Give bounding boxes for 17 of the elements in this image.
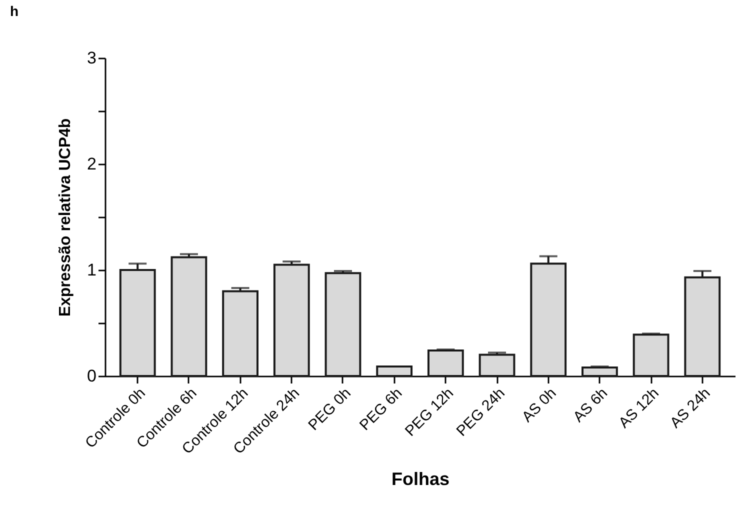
x-tick-label: AS 6h [570,384,612,426]
y-tick-label: 1 [87,260,96,280]
bar [376,365,413,377]
y-tick-label: 2 [87,154,96,174]
y-tick-label: 3 [87,48,96,68]
y-axis-title: Expressão relativa UCP4b [57,118,74,317]
x-tick-label: AS 12h [616,384,662,432]
bar [478,354,516,377]
y-tick-label: 0 [87,366,96,386]
x-tick-label: AS 0h [518,384,560,426]
x-axis-title: Folhas [391,468,450,489]
x-tick-label: AS 24h [666,384,714,432]
chart-title: h [10,3,19,19]
bar [684,276,721,377]
bar [632,334,670,377]
bar [582,366,618,377]
bar [427,350,464,377]
